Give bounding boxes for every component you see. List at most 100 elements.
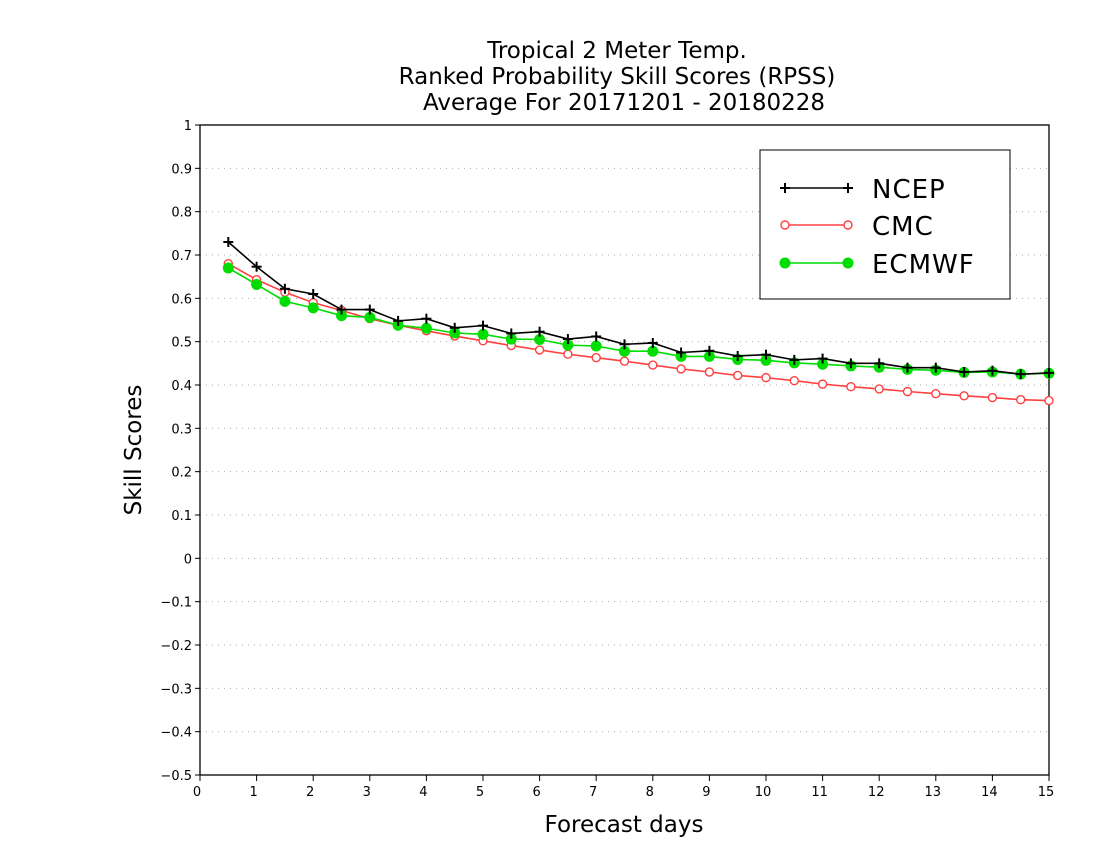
data-point-ncep (336, 304, 347, 315)
data-point-cmc (959, 391, 969, 401)
legend-marker (780, 183, 790, 193)
data-point-ncep (987, 365, 998, 376)
data-point-ncep (279, 283, 290, 294)
data-point-cmc (1044, 395, 1054, 406)
data-point-ncep (364, 304, 375, 315)
data-point-cmc (902, 386, 913, 397)
plot-frame (199, 124, 1050, 776)
data-point-ncep (1015, 369, 1026, 380)
x-tick-label: 4 (419, 785, 427, 800)
x-tick-label: 11 (811, 785, 828, 800)
x-tick-label: 3 (363, 785, 371, 800)
data-point-cmc (789, 375, 799, 386)
data-point-ncep (393, 315, 404, 326)
data-point-cmc (563, 349, 573, 359)
data-point-cmc (874, 384, 884, 394)
data-point-ncep (647, 337, 658, 348)
y-tick-label: −0.3 (160, 682, 192, 697)
legend-marker (779, 257, 791, 269)
legend-marker (843, 183, 853, 193)
data-point-ncep (251, 261, 262, 272)
x-tick-label: 1 (249, 785, 257, 800)
data-point-ncep (619, 339, 630, 350)
data-point-cmc (931, 388, 941, 399)
data-point-ecmwf (279, 295, 291, 307)
axes: −0.5 −0.4 −0.3 −0.2 −0.1 0 0.1 0.2 0.3 0.4 0.5 0.6 0… (160, 119, 1054, 800)
data-point-cmc (817, 379, 828, 389)
data-point-ncep (704, 345, 715, 356)
data-point-ncep (902, 362, 913, 373)
y-tick-label: −0.1 (160, 596, 192, 611)
y-tick-label: 0 (184, 552, 192, 567)
legend-item-ncep: NCEP (780, 175, 946, 205)
legend-label: CMC (872, 212, 934, 242)
data-point-cmc (648, 360, 658, 370)
legend-item-ecmwf: ECMWF (779, 250, 975, 280)
y-tick-label: 0.9 (171, 162, 192, 177)
series-ncep (223, 237, 1054, 380)
chart-title: Tropical 2 Meter Temp. Ranked Probabilit… (399, 38, 836, 116)
data-point-ncep (308, 289, 319, 299)
data-point-ncep (817, 353, 828, 364)
y-tick-label: 0.1 (171, 509, 192, 524)
data-point-ncep (1044, 367, 1054, 378)
x-tick-label: 9 (702, 785, 710, 800)
data-point-cmc (987, 392, 998, 403)
series (222, 237, 1055, 406)
legend: NCEP CMC ECMWF (759, 149, 1011, 300)
data-point-ncep (506, 328, 517, 339)
data-point-ncep (789, 354, 800, 365)
y-tick-label: −0.5 (160, 769, 192, 784)
data-point-cmc (534, 345, 545, 355)
legend-marker (780, 220, 790, 230)
series-ecmwf (222, 262, 1055, 380)
data-point-cmc (619, 356, 630, 366)
x-tick-label: 5 (476, 785, 484, 800)
data-point-ncep (930, 362, 941, 373)
data-point-ncep (223, 237, 234, 247)
x-tick-label: 12 (868, 785, 885, 800)
data-point-ecmwf (222, 262, 234, 274)
data-point-ncep (478, 320, 488, 331)
data-point-cmc (761, 372, 771, 383)
data-point-ncep (761, 349, 771, 360)
x-tick-label: 8 (646, 785, 654, 800)
x-tick-label: 0 (193, 785, 201, 800)
y-tick-label: 0.6 (171, 292, 192, 307)
data-point-cmc (704, 367, 715, 377)
y-tick-label: 0.8 (171, 206, 192, 221)
x-tick-label: 2 (306, 785, 314, 800)
data-point-ecmwf (477, 328, 489, 340)
x-tick-label: 6 (532, 785, 540, 800)
data-point-ncep (732, 350, 743, 361)
y-tick-label: −0.2 (160, 639, 192, 654)
y-tick-label: 0.5 (171, 336, 192, 351)
legend-marker (842, 257, 854, 269)
data-point-ncep (449, 322, 460, 333)
x-tick-label: 15 (1038, 785, 1055, 800)
y-axis-title: Skill Scores (121, 385, 147, 516)
data-point-ecmwf (420, 322, 432, 334)
legend-marker (843, 220, 853, 230)
data-point-ecmwf (307, 302, 319, 314)
data-point-ncep (591, 331, 602, 342)
data-point-cmc (591, 353, 601, 363)
chart-title-line-3: Average For 20171201 - 20180228 (423, 90, 825, 116)
x-tick-label: 7 (589, 785, 597, 800)
data-point-ncep (562, 334, 573, 345)
legend-label: ECMWF (872, 250, 975, 280)
data-point-ncep (676, 347, 687, 358)
data-point-cmc (676, 364, 686, 374)
data-point-cmc (1016, 395, 1026, 405)
y-tick-label: −0.4 (160, 726, 192, 741)
y-tick-label: 0.2 (171, 466, 192, 481)
data-point-ncep (959, 367, 970, 377)
data-point-ncep (874, 358, 885, 369)
data-point-cmc (846, 382, 856, 392)
y-tick-label: 0.7 (171, 249, 192, 264)
x-tick-label: 10 (755, 785, 772, 800)
x-tick-label: 14 (981, 785, 998, 800)
legend-label: NCEP (872, 175, 946, 205)
data-point-ncep (421, 313, 432, 324)
